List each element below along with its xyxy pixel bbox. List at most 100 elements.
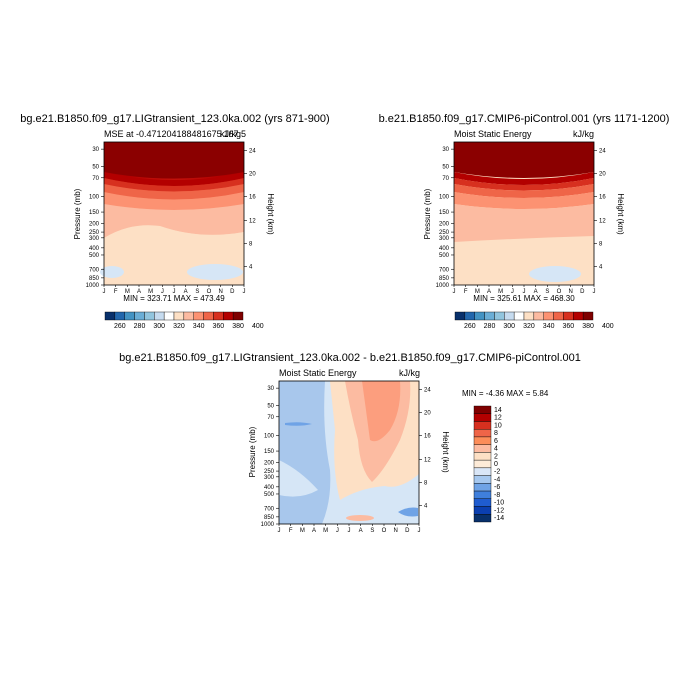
colorbar-swatch: [163, 311, 175, 321]
month-tick-label: J: [511, 289, 514, 295]
pressure-tick-label: 50: [267, 403, 274, 409]
colorbar-swatch: [543, 311, 554, 321]
colorbar-label: -10: [494, 500, 504, 507]
panel-b-title: b.e21.B1850.f09_g17.CMIP6-piControl.001 …: [379, 113, 670, 125]
colorbar-label: -8: [494, 492, 500, 499]
month-tick-label: S: [195, 289, 199, 295]
colorbar-swatch: [533, 311, 544, 321]
pressure-tick-label: 400: [439, 246, 450, 252]
panel-a-plot: [100, 141, 245, 286]
panel-b-band-4: [454, 192, 594, 209]
panel-c-ylabel: Pressure (mb): [248, 426, 257, 477]
height-tick-label: 4: [599, 264, 603, 270]
panel-b-band-top: [454, 142, 594, 178]
pressure-tick-label: 30: [442, 147, 449, 153]
month-tick-label: A: [534, 289, 538, 295]
colorbar-swatch: [473, 452, 492, 461]
panel-a-band-5: [104, 204, 244, 238]
panel-c-ylabel-right: Height (km): [441, 431, 450, 473]
month-tick-label: O: [207, 289, 212, 295]
pressure-tick-label: 500: [439, 253, 450, 259]
panel-c-pale-patch: [279, 460, 318, 497]
month-tick-label: J: [161, 289, 164, 295]
colorbar-swatch: [464, 311, 475, 321]
colorbar-swatch: [582, 311, 594, 321]
colorbar-swatch: [504, 311, 515, 321]
height-tick-label: 4: [249, 264, 253, 270]
colorbar-label: 320: [523, 323, 535, 330]
panel-c-title: bg.e21.B1850.f09_g17.LIGtransient_123.0k…: [119, 352, 581, 364]
pressure-tick-label: 700: [264, 506, 275, 512]
month-tick-label: J: [418, 528, 421, 534]
colorbar-swatch: [473, 444, 492, 453]
pressure-tick-label: 1000: [436, 283, 450, 289]
colorbar-swatch: [474, 311, 485, 321]
month-tick-label: A: [487, 289, 491, 295]
panel-c-units: kJ/kg: [399, 368, 420, 378]
month-tick-label: A: [184, 289, 188, 295]
month-tick-label: N: [568, 289, 572, 295]
panel-c-negative-corner: [398, 507, 418, 517]
panel-c-minmax: MIN = -4.36 MAX = 5.84: [462, 389, 549, 398]
colorbar-swatch: [473, 421, 492, 430]
month-tick-label: J: [278, 528, 281, 534]
panel-b-ylabel: Pressure (mb): [423, 188, 432, 239]
month-tick-label: J: [348, 528, 351, 534]
colorbar-label: 280: [134, 323, 146, 330]
height-tick-label: 12: [599, 219, 606, 225]
panel-b-band-5: [454, 204, 594, 242]
pressure-tick-label: 1000: [86, 283, 100, 289]
height-tick-label: 24: [424, 388, 431, 394]
colorbar-swatch: [144, 311, 155, 321]
month-tick-label: D: [405, 528, 410, 534]
height-tick-label: 24: [599, 149, 606, 155]
panel-a-units: kJ/kg: [220, 129, 241, 139]
pressure-tick-label: 100: [89, 194, 100, 200]
month-tick-label: S: [545, 289, 549, 295]
panel-c-positive-surface: [346, 515, 374, 521]
colorbar-swatch: [223, 311, 234, 321]
colorbar-label: 360: [213, 323, 225, 330]
pressure-tick-label: 500: [89, 253, 100, 259]
pressure-tick-label: 850: [89, 276, 100, 282]
pressure-tick-label: 300: [89, 236, 100, 242]
colorbar-swatch: [232, 311, 244, 321]
colorbar-label: 260: [464, 323, 476, 330]
panel-a-band-3: [104, 184, 244, 200]
month-tick-label: J: [523, 289, 526, 295]
colorbar-label: -14: [494, 515, 504, 522]
panel-b-minmax: MIN = 325.61 MAX = 468.30: [473, 294, 575, 303]
pressure-tick-label: 100: [439, 194, 450, 200]
pressure-tick-label: 1000: [261, 522, 275, 528]
month-tick-label: M: [300, 528, 305, 534]
height-tick-label: 8: [599, 242, 603, 248]
pressure-tick-label: 150: [89, 210, 100, 216]
pressure-tick-label: 70: [92, 176, 99, 182]
month-tick-label: F: [464, 289, 468, 295]
colorbar-label: 10: [494, 422, 502, 429]
colorbar-swatch: [114, 311, 125, 321]
pressure-tick-label: 700: [89, 267, 100, 273]
height-tick-label: 8: [424, 481, 428, 487]
panel-a: bg.e21.B1850.f09_g17.LIGtransient_123.0k…: [20, 113, 329, 330]
month-tick-label: M: [498, 289, 503, 295]
colorbar-swatch: [173, 311, 185, 321]
month-tick-label: M: [148, 289, 153, 295]
pressure-tick-label: 700: [439, 267, 450, 273]
panel-b-band-3: [454, 184, 594, 198]
height-tick-label: 16: [599, 194, 606, 200]
panel-a-blue-patch-left: [100, 266, 124, 278]
colorbar-swatch: [473, 467, 492, 476]
colorbar-swatch: [473, 429, 492, 438]
colorbar-swatch: [104, 311, 116, 321]
colorbar-swatch: [473, 459, 492, 469]
height-tick-label: 4: [424, 503, 428, 509]
pressure-tick-label: 500: [264, 492, 275, 498]
colorbar-label: -12: [494, 507, 504, 514]
pressure-tick-label: 30: [92, 147, 99, 153]
